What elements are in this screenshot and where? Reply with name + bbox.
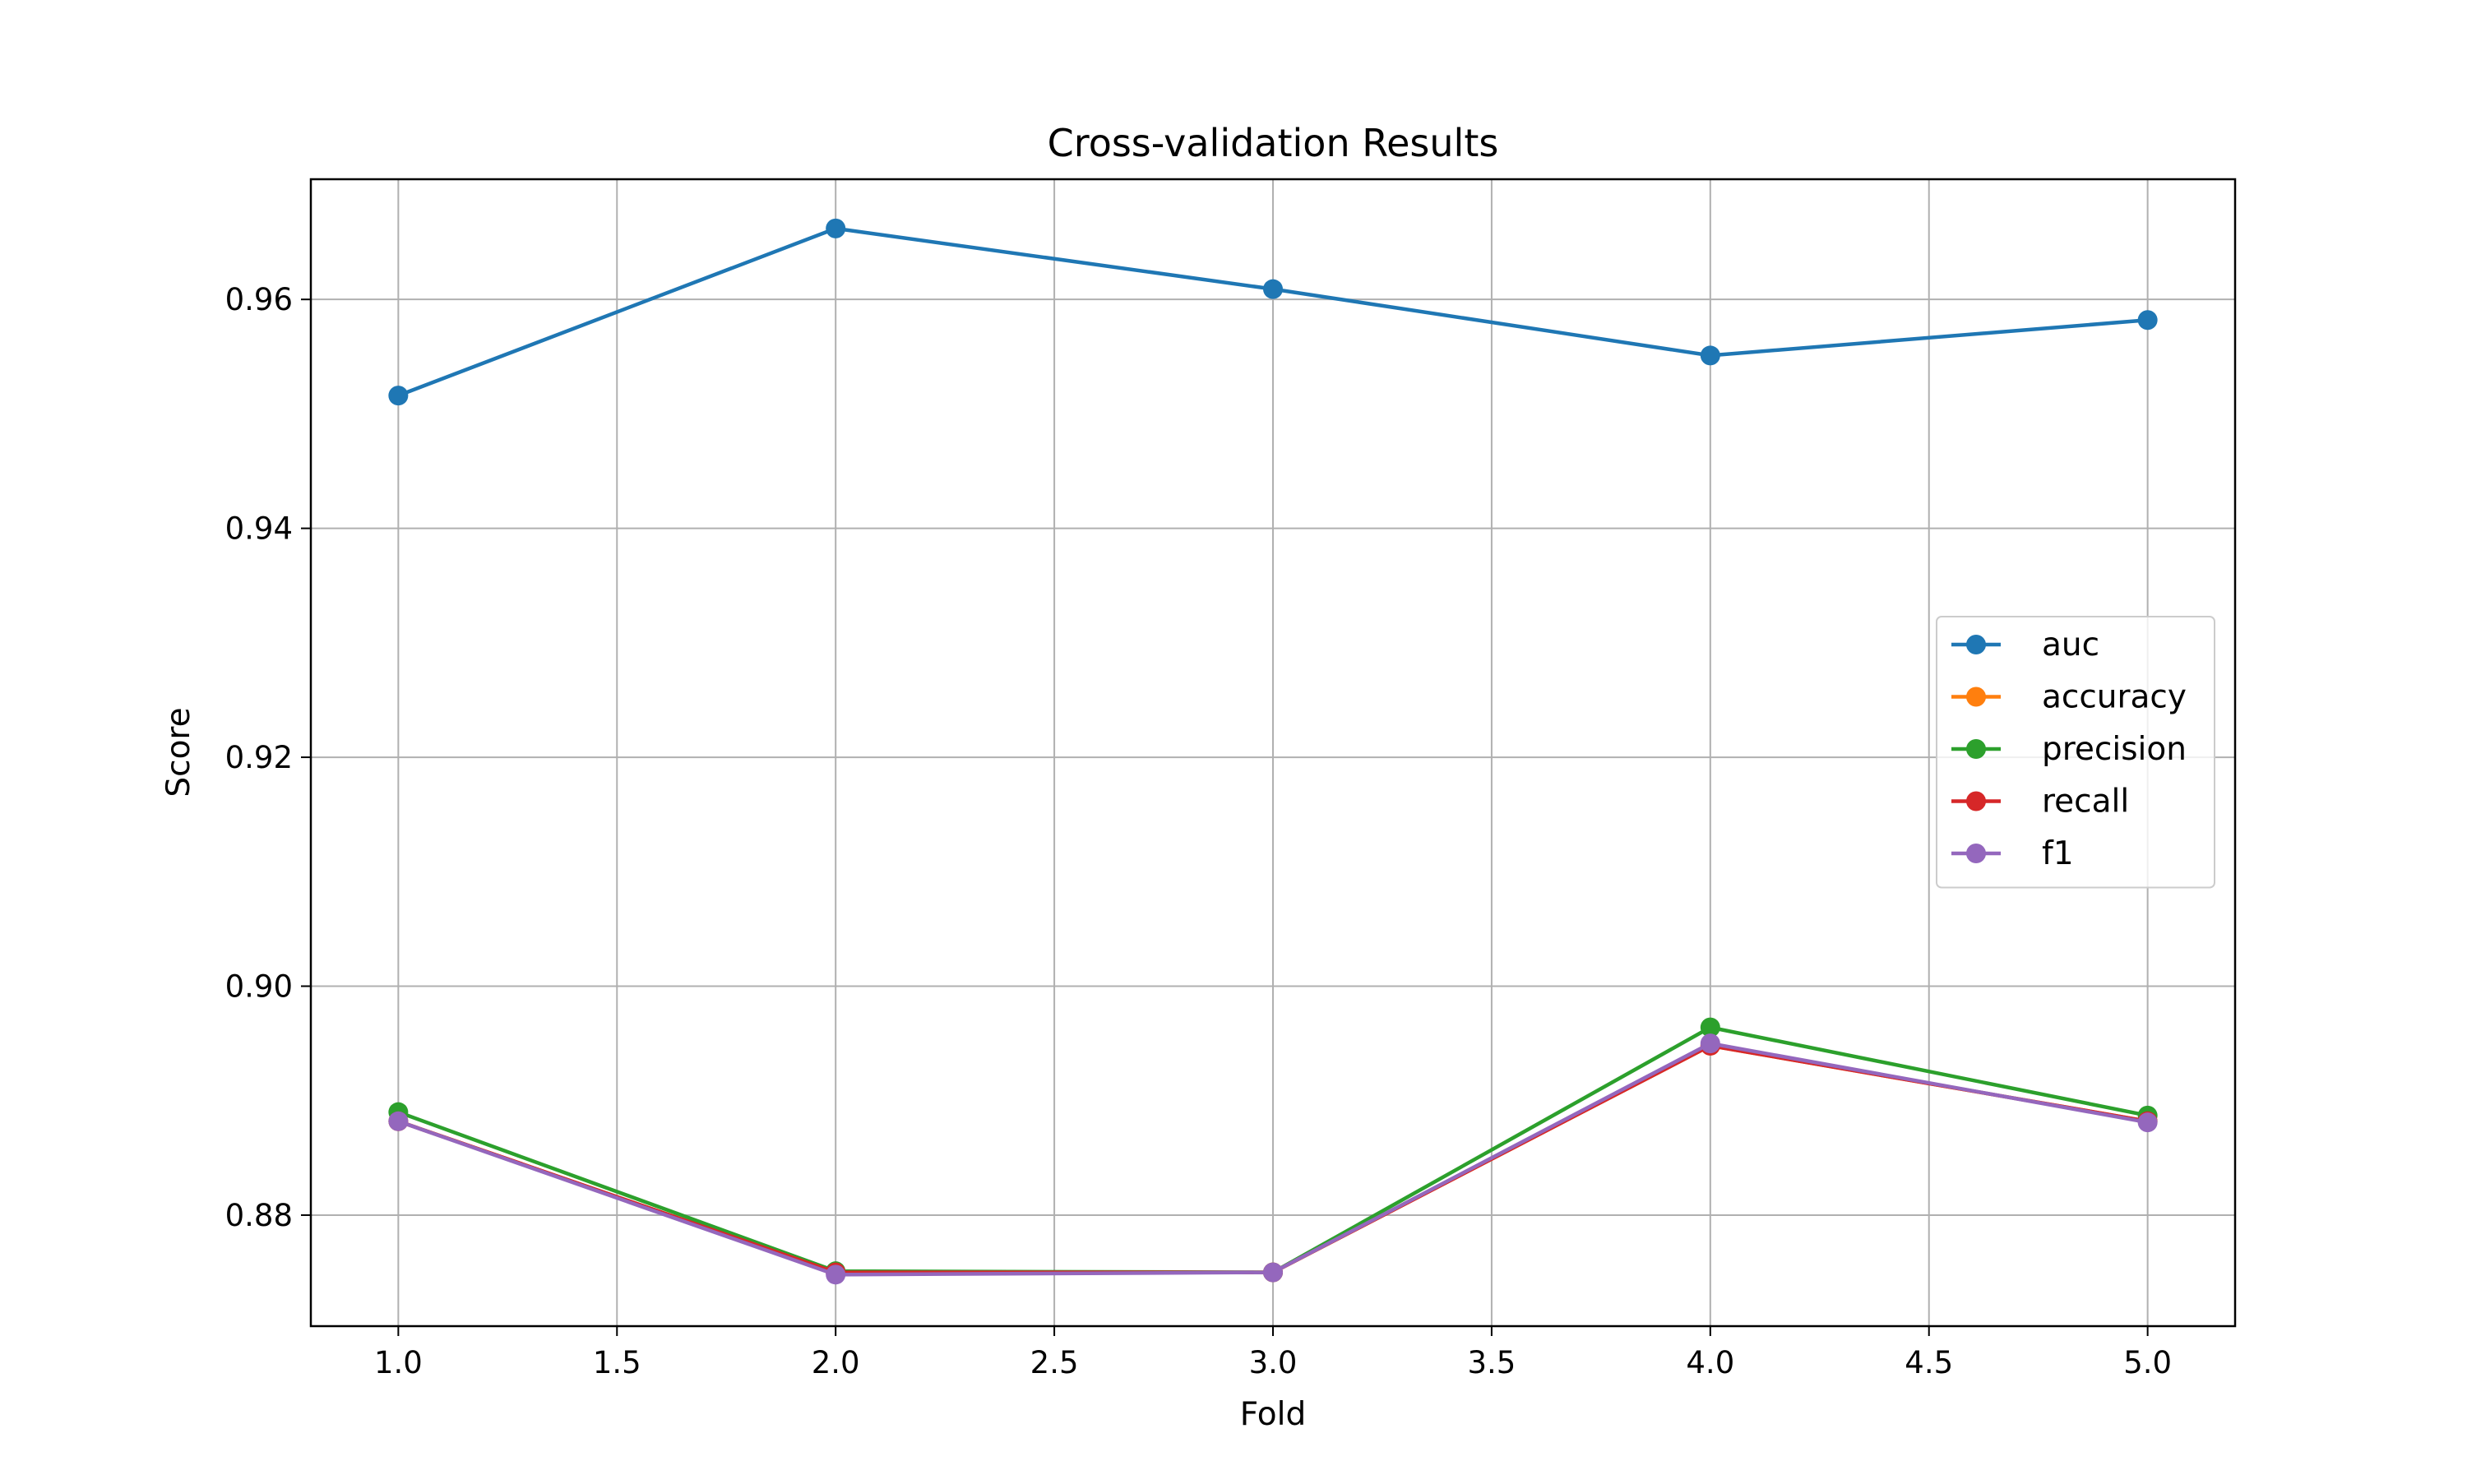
- legend-label: accuracy: [2042, 679, 2187, 716]
- data-point-auc: [388, 386, 409, 406]
- grid-lines: [311, 179, 2235, 1326]
- x-tick-label: 3.5: [1467, 1345, 1516, 1380]
- legend-swatch-marker: [1966, 791, 1986, 811]
- legend-item-auc: auc: [1951, 626, 2099, 663]
- x-axis-label: Fold: [1240, 1396, 1307, 1433]
- series-layer: [388, 218, 2158, 1285]
- data-point-f1: [1700, 1033, 1720, 1054]
- legend-label: precision: [2042, 731, 2187, 768]
- data-point-f1: [1263, 1262, 1283, 1283]
- data-point-auc: [826, 218, 846, 238]
- y-tick-label: 0.90: [225, 969, 293, 1005]
- y-axis-label: Score: [160, 707, 197, 797]
- data-point-f1: [388, 1111, 409, 1131]
- x-tick-label: 1.5: [593, 1345, 641, 1380]
- series-f1: [388, 1033, 2158, 1285]
- axis-ticks: 1.0 1.5 2.0 2.5 3.0 3.5 4.0 4.5 5.0 0.88 0.90 0.92 0…: [225, 282, 2172, 1380]
- legend-item-recall: recall: [1951, 784, 2129, 821]
- data-point-precision: [1700, 1017, 1720, 1038]
- y-tick-label: 0.96: [225, 282, 293, 317]
- data-point-auc: [1700, 345, 1720, 366]
- x-tick-label: 5.0: [2123, 1345, 2172, 1380]
- legend-item-f1: f1: [1951, 835, 2074, 872]
- legend-item-accuracy: accuracy: [1951, 679, 2187, 716]
- chart-title: Cross-validation Results: [1048, 121, 1499, 165]
- x-tick-label: 4.5: [1905, 1345, 1953, 1380]
- legend-swatch-marker: [1966, 739, 1986, 759]
- y-tick-label: 0.92: [225, 740, 293, 775]
- x-tick-label: 2.5: [1030, 1345, 1079, 1380]
- legend-swatch-marker: [1966, 687, 1986, 707]
- legend-label: auc: [2042, 626, 2099, 663]
- series-auc: [388, 218, 2158, 406]
- legend-item-precision: precision: [1951, 731, 2187, 768]
- data-point-f1: [2137, 1112, 2158, 1133]
- legend-box: [1936, 616, 2215, 889]
- x-tick-label: 3.0: [1249, 1345, 1298, 1380]
- data-point-auc: [1263, 279, 1283, 299]
- data-point-f1: [826, 1264, 846, 1285]
- legend-label: f1: [2042, 835, 2074, 872]
- y-tick-label: 0.94: [225, 511, 293, 547]
- x-tick-label: 4.0: [1686, 1345, 1734, 1380]
- y-tick-label: 0.88: [225, 1198, 293, 1233]
- x-tick-label: 1.0: [374, 1345, 423, 1380]
- data-point-auc: [2137, 310, 2158, 331]
- legend-label: recall: [2042, 784, 2129, 821]
- legend-swatch-marker: [1966, 635, 1986, 654]
- legend: auc accuracy precision recall f1: [1936, 616, 2215, 889]
- legend-swatch-marker: [1966, 844, 1986, 863]
- x-tick-label: 2.0: [812, 1345, 860, 1380]
